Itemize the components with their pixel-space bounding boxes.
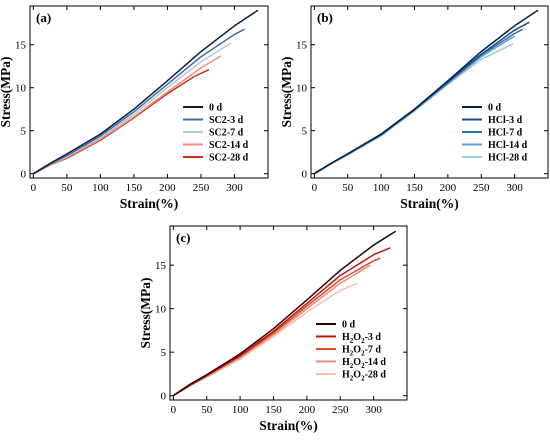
chart-panel-c: (c) 0 50 100 150 200 250 300 0 5 10 15 Strain(%) Stre… xyxy=(138,225,408,433)
legend-label: 0 d xyxy=(209,103,223,114)
y-tick-label: 0 xyxy=(161,391,167,403)
series-line xyxy=(172,247,391,397)
series-line xyxy=(33,42,232,175)
plot-frame xyxy=(29,5,269,179)
x-tick-label: 0 xyxy=(31,182,37,194)
x-tick-label: 0 xyxy=(171,404,177,416)
legend-label: SC2-28 d xyxy=(209,153,249,164)
legend-label: 0 d xyxy=(342,320,356,331)
legend-label: SC2-7 d xyxy=(209,128,244,139)
series-line xyxy=(172,282,358,397)
y-tick-label: 5 xyxy=(161,347,167,359)
x-tick-label: 250 xyxy=(473,182,490,194)
series-line xyxy=(33,28,245,175)
x-tick-label: 150 xyxy=(406,182,423,194)
x-tick-label: 250 xyxy=(193,182,210,194)
series-line xyxy=(313,9,539,175)
x-tick-label: 50 xyxy=(61,182,73,194)
series-line xyxy=(313,43,514,175)
series-line xyxy=(313,35,515,175)
plot-frame xyxy=(169,225,408,401)
y-axis-label: Stress(MPa) xyxy=(0,57,13,128)
x-tick-label: 100 xyxy=(232,404,249,416)
x-tick-label: 250 xyxy=(332,404,349,416)
y-axis-label: Stress(MPa) xyxy=(138,278,153,349)
x-tick-label: 150 xyxy=(126,182,143,194)
y-tick-label: 5 xyxy=(21,126,27,138)
legend-label: H2O2-3 d xyxy=(342,332,381,345)
panel-label: (a) xyxy=(36,10,51,25)
y-tick-label: 10 xyxy=(15,83,27,95)
legend-label: HCl-3 d xyxy=(488,115,523,126)
y-tick-label: 15 xyxy=(15,40,27,52)
x-tick-label: 50 xyxy=(342,182,354,194)
x-tick-label: 300 xyxy=(506,182,523,194)
y-tick-label: 0 xyxy=(302,169,308,181)
legend-label: SC2-3 d xyxy=(209,115,244,126)
x-tick-label: 50 xyxy=(201,404,213,416)
x-tick-label: 300 xyxy=(226,182,243,194)
x-tick-label: 200 xyxy=(440,182,457,194)
x-axis-label: Strain(%) xyxy=(120,196,179,211)
x-tick-label: 300 xyxy=(365,404,382,416)
legend-label: HCl-28 d xyxy=(488,153,528,164)
legend-label: HCl-7 d xyxy=(488,128,523,139)
y-tick-label: 15 xyxy=(296,40,308,52)
y-tick-label: 0 xyxy=(21,169,27,181)
legend-label: H2O2-7 d xyxy=(342,345,381,358)
series-line xyxy=(33,55,222,175)
x-tick-label: 100 xyxy=(373,182,390,194)
chart-panel-a: (a) 0 50 100 150 200 250 300 0 5 10 15 Strain(%) Stre… xyxy=(0,5,269,211)
x-tick-label: 150 xyxy=(265,404,282,416)
panel-label: (b) xyxy=(317,10,333,25)
y-axis-label: Stress(MPa) xyxy=(279,57,294,128)
series-line xyxy=(172,230,397,397)
y-tick-label: 5 xyxy=(302,126,308,138)
x-tick-label: 200 xyxy=(299,404,316,416)
x-axis-label: Strain(%) xyxy=(259,418,318,433)
panel-label: (c) xyxy=(176,230,190,245)
y-tick-label: 10 xyxy=(296,83,308,95)
legend-label: 0 d xyxy=(488,103,502,114)
legend-label: HCl-14 d xyxy=(488,140,528,151)
plot-frame xyxy=(310,5,549,179)
legend-label: SC2-14 d xyxy=(209,140,249,151)
series-line xyxy=(33,9,259,175)
legend-label: H2O2-28 d xyxy=(342,370,386,383)
x-tick-label: 100 xyxy=(92,182,109,194)
x-axis-label: Strain(%) xyxy=(400,196,459,211)
x-tick-label: 0 xyxy=(312,182,318,194)
chart-panel-b: (b) 0 50 100 150 200 250 300 0 5 10 15 Strain(%) Stre… xyxy=(279,5,549,211)
x-tick-label: 200 xyxy=(159,182,176,194)
y-tick-label: 10 xyxy=(155,304,167,316)
legend-label: H2O2-14 d xyxy=(342,357,386,370)
y-tick-label: 15 xyxy=(155,260,167,272)
